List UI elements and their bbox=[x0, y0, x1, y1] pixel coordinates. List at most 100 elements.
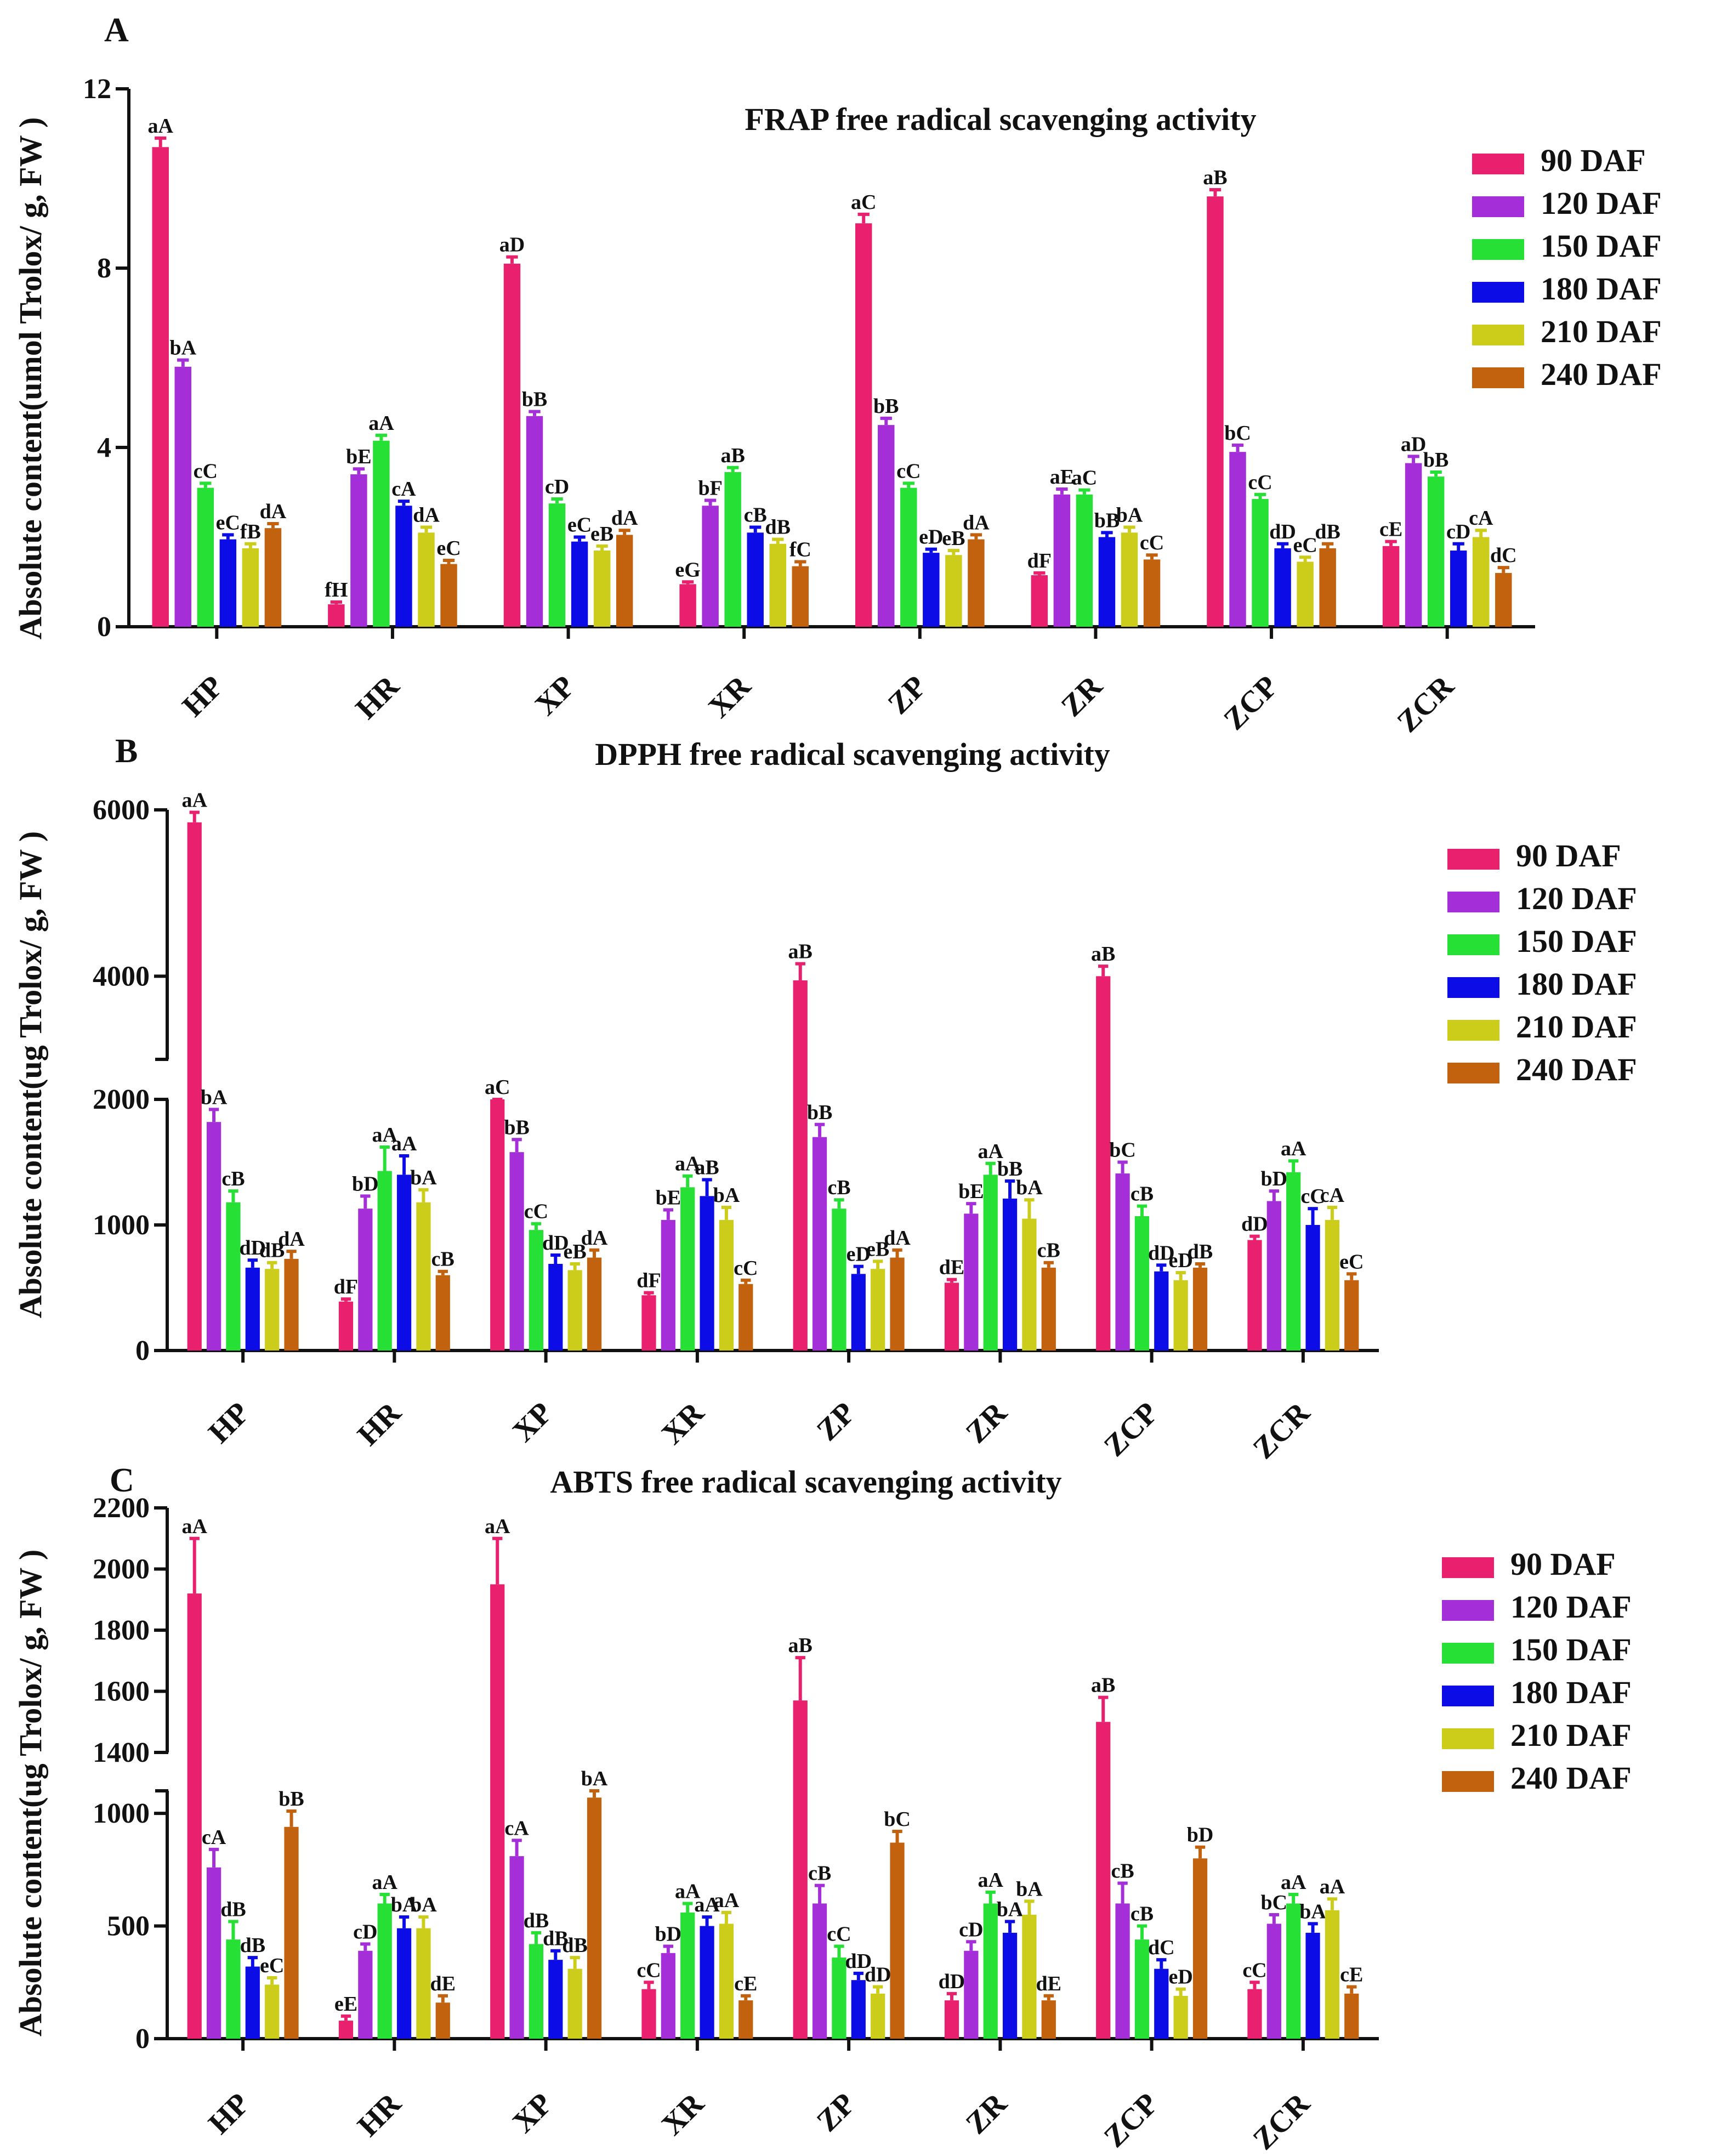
bar bbox=[1022, 1218, 1037, 1351]
bar-label: cB bbox=[1130, 1183, 1154, 1206]
bar bbox=[812, 1903, 827, 2039]
bar bbox=[680, 1912, 695, 2039]
bar bbox=[641, 1295, 656, 1351]
bar bbox=[945, 555, 962, 627]
bar bbox=[1096, 976, 1111, 1351]
bar-label: bD bbox=[352, 1172, 379, 1195]
x-category-label: ZCP bbox=[1098, 1395, 1165, 1463]
bar bbox=[490, 1584, 505, 2039]
bar-label: bD bbox=[1261, 1167, 1288, 1190]
bar-label: bE bbox=[958, 1180, 984, 1203]
bar bbox=[700, 1196, 714, 1351]
bar bbox=[855, 223, 872, 627]
bar-label: dB bbox=[1188, 1240, 1213, 1263]
legend-swatch bbox=[1447, 849, 1499, 870]
bar bbox=[567, 1968, 582, 2039]
bar-label: cC bbox=[194, 459, 218, 483]
bar-label: dB bbox=[562, 1934, 587, 1957]
bar bbox=[1143, 559, 1161, 627]
bar-label: eB bbox=[564, 1240, 587, 1263]
bar-label: bA bbox=[1016, 1176, 1043, 1199]
bar-label: bE bbox=[656, 1187, 681, 1210]
bar-label: aA bbox=[181, 1515, 207, 1538]
bar-label: bB bbox=[807, 1101, 832, 1124]
bar bbox=[416, 1202, 431, 1351]
bar-label: cB bbox=[808, 1862, 831, 1885]
bar-label: cA bbox=[1320, 1184, 1345, 1207]
bar-label: bC bbox=[1261, 1891, 1288, 1914]
bar bbox=[567, 1270, 582, 1351]
bar-label: dE bbox=[1036, 1972, 1061, 1995]
legend-swatch bbox=[1442, 1728, 1494, 1749]
bar bbox=[265, 1984, 280, 2039]
bar-label: bA bbox=[201, 1086, 228, 1109]
x-category-label: ZCP bbox=[1217, 669, 1285, 736]
legend-label: 120 DAF bbox=[1516, 881, 1637, 916]
legend-label: 150 DAF bbox=[1510, 1632, 1632, 1667]
legend-swatch bbox=[1442, 1600, 1494, 1621]
legend-label: 90 DAF bbox=[1541, 143, 1646, 178]
bar bbox=[1207, 196, 1224, 627]
bar-label: cC bbox=[1242, 1959, 1266, 1982]
bar-label: bA bbox=[391, 1893, 418, 1916]
bar-label: eC bbox=[216, 511, 240, 534]
bar bbox=[719, 1219, 734, 1351]
x-category-label: ZCP bbox=[1098, 2086, 1165, 2153]
x-category-label: HP bbox=[176, 669, 230, 723]
bar bbox=[358, 1950, 373, 2039]
bar-label: dF bbox=[334, 1275, 358, 1298]
bar bbox=[338, 2021, 354, 2039]
bar-label: dB bbox=[765, 516, 791, 539]
bar bbox=[1041, 2000, 1056, 2039]
legend-swatch bbox=[1472, 367, 1524, 388]
bar bbox=[851, 1980, 866, 2039]
bar-label: aA bbox=[675, 1880, 701, 1903]
bar-label: dB bbox=[259, 1239, 285, 1262]
legend-swatch bbox=[1442, 1557, 1494, 1578]
y-tick-label: 0 bbox=[97, 611, 111, 643]
legend-label: 180 DAF bbox=[1510, 1675, 1632, 1710]
legend-label: 150 DAF bbox=[1516, 923, 1637, 959]
bar-label: cC bbox=[1300, 1185, 1325, 1208]
legend-swatch bbox=[1442, 1686, 1494, 1706]
legend-swatch bbox=[1447, 892, 1499, 912]
bar-label: eC bbox=[436, 537, 461, 560]
bar bbox=[964, 1213, 979, 1351]
bar bbox=[851, 1274, 866, 1351]
legend-swatch bbox=[1447, 1020, 1499, 1041]
bar-label: dD bbox=[1241, 1213, 1268, 1236]
bar-label: aB bbox=[720, 444, 745, 467]
x-category-label: ZCR bbox=[1247, 2086, 1317, 2153]
bar bbox=[571, 541, 588, 627]
bar-label: aA bbox=[1320, 1875, 1345, 1898]
bar bbox=[1041, 1267, 1056, 1351]
bar-label: dA bbox=[963, 511, 990, 534]
legend-label: 210 DAF bbox=[1510, 1717, 1632, 1753]
bar bbox=[1229, 452, 1246, 627]
bar bbox=[661, 1953, 675, 2039]
bar bbox=[416, 1928, 431, 2039]
bar bbox=[152, 147, 169, 627]
bar-label: eD bbox=[1169, 1966, 1193, 1989]
x-category-label: ZR bbox=[959, 1395, 1014, 1450]
bar-label: cE bbox=[1379, 518, 1402, 541]
x-category-label: XR bbox=[655, 2086, 711, 2142]
bar bbox=[1297, 561, 1314, 627]
bar-label: cD bbox=[353, 1920, 377, 1943]
y-tick-label: 1600 bbox=[93, 1676, 150, 1707]
bar bbox=[1115, 1903, 1130, 2039]
bar bbox=[641, 1989, 656, 2039]
bar-label: bA bbox=[581, 1767, 608, 1790]
bar bbox=[187, 1593, 202, 2039]
bar-label: aA bbox=[978, 1140, 1003, 1163]
bar bbox=[1382, 546, 1400, 627]
legend-swatch bbox=[1447, 934, 1499, 955]
bar-label: cC bbox=[524, 1200, 548, 1223]
panel-c: C ABTS free radical scavenging activity … bbox=[13, 1462, 1632, 2156]
legend-label: 90 DAF bbox=[1510, 1546, 1616, 1582]
bar bbox=[616, 535, 633, 627]
bar bbox=[265, 1269, 280, 1351]
legend-label: 120 DAF bbox=[1541, 185, 1662, 221]
bar bbox=[680, 1187, 695, 1351]
